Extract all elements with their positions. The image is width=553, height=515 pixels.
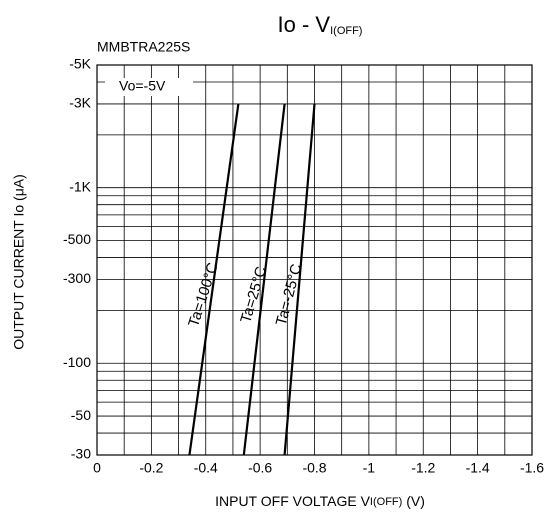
annotation-box <box>105 78 193 96</box>
y-tick-label: -30 <box>71 446 91 462</box>
chart-subtitle: MMBTRA225S <box>97 39 190 55</box>
x-tick-label: -0.4 <box>194 460 218 476</box>
x-tick-label: -1.6 <box>520 460 544 476</box>
x-tick-label: 0 <box>93 460 101 476</box>
x-tick-label: -0.2 <box>139 460 163 476</box>
y-axis-label: OUTPUT CURRENT Io (μA) <box>11 174 27 350</box>
x-axis-label: INPUT OFF VOLTAGE VI(OFF) (V) <box>215 493 425 509</box>
x-tick-label: -1.4 <box>466 460 490 476</box>
x-tick-label: -1 <box>363 460 376 476</box>
series-label: Ta=25°C <box>237 264 270 325</box>
x-tick-label: -1.2 <box>411 460 435 476</box>
series-line <box>242 103 286 456</box>
x-tick-label: -0.6 <box>248 460 272 476</box>
y-tick-label: -500 <box>63 231 91 247</box>
y-tick-label: -100 <box>63 354 91 370</box>
series-line <box>283 103 316 456</box>
y-tick-label: -300 <box>63 270 91 286</box>
y-tick-label: -1K <box>69 178 91 194</box>
series-line <box>188 103 240 456</box>
x-tick-label: -0.8 <box>302 460 326 476</box>
y-tick-label: -5K <box>69 56 91 72</box>
series-label: Ta=-25°C <box>273 262 306 328</box>
annotation: Vo=-5V <box>119 78 166 94</box>
y-tick-label: -3K <box>69 95 91 111</box>
plot-frame <box>96 64 533 456</box>
chart-title: Io - VI(OFF) <box>278 12 363 37</box>
y-tick-label: -50 <box>71 407 91 423</box>
series-label: Ta=100°C <box>185 260 222 329</box>
